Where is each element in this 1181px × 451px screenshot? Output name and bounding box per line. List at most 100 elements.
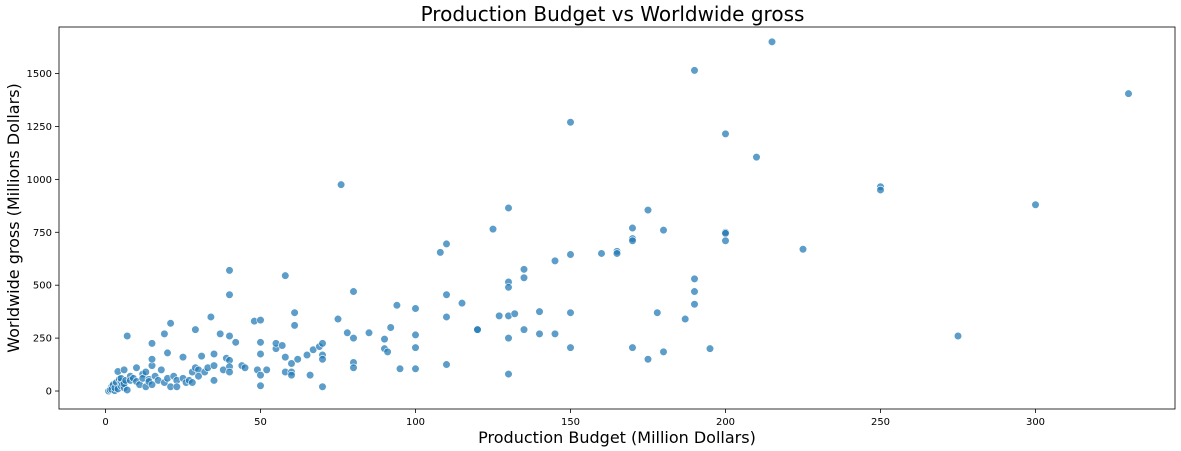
scatter-point [343,328,352,337]
scatter-point [123,331,132,341]
scatter-point [141,367,150,377]
scatter-point [690,287,699,296]
scatter-point [628,343,637,352]
scatter-point [206,312,215,322]
scatter-point [519,325,529,334]
scatter-point [504,334,513,343]
scatter-point [225,331,234,341]
y-tick-label: 250 [33,334,52,345]
scatter-point [442,290,451,299]
scatter-point [191,325,200,334]
y-tick-label: 500 [33,281,52,292]
scatter-point [318,355,327,364]
scatter-point [495,311,504,320]
scatter-point [612,249,622,258]
scatter-point [798,245,808,254]
scatter-point [953,331,963,341]
scatter-point [659,226,668,235]
scatter-point [721,129,730,138]
scatter-point [256,381,265,390]
scatter-point [349,363,358,372]
x-tick-label: 200 [716,417,735,428]
scatter-point [225,266,234,275]
scatter-point [157,365,166,374]
scatter-point [166,319,175,328]
scatter-point [628,236,637,245]
y-axis-label: Worldwide gross (Millions Dollars) [4,83,23,353]
scatter-point [278,341,287,350]
scatter-point [436,248,445,257]
scatter-point [337,180,346,189]
scatter-point [705,344,715,353]
scatter-point [256,371,265,380]
scatter-point [643,355,653,364]
scatter-point [721,236,730,245]
scatter-point [380,335,389,344]
y-axis-ticks: 0 250 500 750 1000 1250 1500 [27,69,59,398]
scatter-point [653,308,662,317]
scatter-point [256,338,265,347]
scatter-point [281,353,290,362]
x-axis-ticks: 0 50 100 150 200 250 300 [102,409,1045,428]
scatter-point [488,225,498,234]
scatter-point [473,325,482,334]
scatter-point [550,256,560,265]
scatter-point [188,378,197,387]
x-tick-label: 250 [871,417,890,428]
data-points [104,37,1133,396]
scatter-point [349,334,358,343]
scatter-point [504,203,513,213]
scatter-point [281,271,290,280]
scatter-point [383,347,392,356]
scatter-point [411,304,420,313]
y-tick-label: 0 [46,387,52,398]
scatter-point [721,229,730,238]
scatter-point [411,364,420,373]
y-tick-label: 1250 [27,122,52,133]
x-tick-label: 150 [561,417,580,428]
scatter-point [767,37,777,46]
scatter-point [209,376,219,385]
scatter-point [240,363,250,372]
scatter-point [752,153,761,162]
scatter-point [194,372,203,381]
scatter-point [395,364,405,373]
scatter-point [290,321,299,330]
scatter-point [318,382,327,391]
scatter-point [1124,89,1133,98]
scatter-point [123,385,132,395]
scatter-point [302,350,312,360]
scatter-point [681,314,690,324]
scatter-point [318,339,327,348]
scatter-point [132,363,141,372]
scatter-point [386,323,395,332]
scatter-point [519,273,529,282]
scatter-point [643,205,653,215]
scatter-point [504,369,513,379]
chart-title: Production Budget vs Worldwide gross [421,2,805,26]
scatter-point [628,223,637,233]
scatter-point [160,329,169,338]
scatter-point [690,300,699,309]
scatter-point [392,301,402,310]
scatter-point [290,308,299,317]
scatter-point [510,309,519,318]
scatter-point [287,371,296,380]
y-tick-label: 1000 [27,175,52,186]
scatter-point [293,355,302,364]
scatter-point [442,239,451,249]
scatter-point [256,316,265,325]
scatter-point [597,249,606,258]
scatter-point [519,265,529,274]
scatter-point [690,66,699,75]
y-tick-label: 1500 [27,69,52,80]
scatter-point [209,361,219,370]
scatter-point [197,351,206,361]
scatter-point [349,287,358,296]
scatter-point [535,307,544,316]
scatter-point [231,338,240,347]
scatter-point [566,343,575,352]
scatter-point [504,283,513,292]
scatter-point [287,359,296,368]
scatter-point [216,329,225,338]
